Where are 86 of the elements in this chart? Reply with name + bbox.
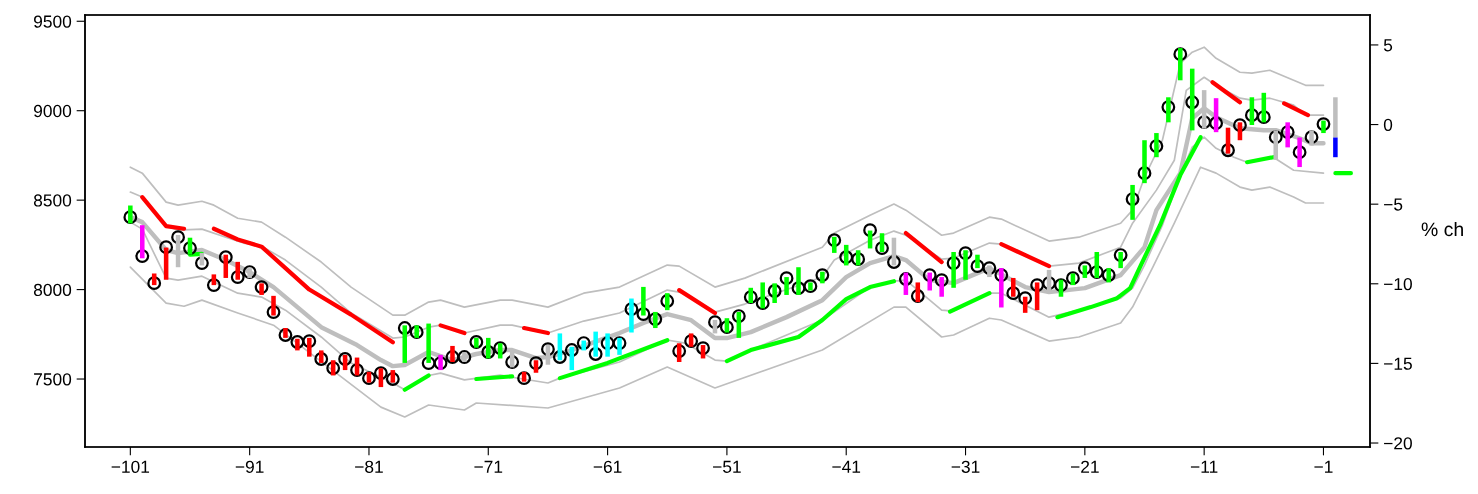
- bar: [128, 205, 133, 224]
- bar: [1333, 137, 1338, 158]
- bar: [653, 311, 658, 329]
- y2-tick-label: −10: [1384, 277, 1412, 291]
- bar: [295, 338, 300, 351]
- y-tick-label: 8000: [33, 283, 72, 297]
- bar: [1285, 122, 1290, 148]
- bar: [259, 283, 264, 295]
- bar: [688, 333, 694, 347]
- bar: [617, 337, 622, 355]
- bar: [1082, 265, 1088, 278]
- bar: [808, 282, 813, 291]
- bar: [450, 345, 455, 363]
- bar: [748, 287, 754, 303]
- bar: [999, 268, 1004, 308]
- y2-axis-title: % ch: [1421, 221, 1463, 237]
- bar: [975, 254, 980, 269]
- bar: [545, 345, 551, 365]
- bar: [151, 273, 157, 286]
- bar: [1321, 120, 1326, 134]
- y-tick-label: 9000: [34, 104, 72, 118]
- bar: [629, 298, 634, 333]
- bar: [1010, 277, 1016, 297]
- bar: [318, 350, 324, 363]
- bar: [1297, 137, 1302, 168]
- bar: [593, 331, 598, 357]
- bar: [939, 277, 944, 297]
- bar: [832, 236, 837, 253]
- bar: [605, 333, 610, 357]
- x-tick-label: −61: [593, 460, 622, 473]
- bar: [438, 354, 443, 371]
- bar: [1106, 268, 1111, 283]
- y2-tick-label: −15: [1384, 357, 1412, 370]
- y-tick-label: 9500: [34, 15, 72, 28]
- y2-tick-label: 0: [1383, 118, 1393, 132]
- bar: [1154, 133, 1159, 158]
- x-tick-label: −41: [832, 460, 861, 473]
- y-tick-label: 7500: [34, 373, 72, 386]
- bar: [1130, 184, 1135, 220]
- bar: [963, 250, 968, 280]
- bar: [927, 272, 932, 291]
- bar: [915, 282, 921, 303]
- bar: [724, 318, 730, 333]
- bar: [796, 267, 801, 295]
- bar: [211, 274, 217, 286]
- x-tick-label: −71: [474, 460, 503, 473]
- x-tick-label: −11: [1190, 460, 1218, 473]
- bar: [1118, 252, 1123, 269]
- x-tick-label: −21: [1070, 460, 1099, 473]
- bar: [533, 360, 539, 373]
- bar: [581, 340, 586, 351]
- x-tick-label: −91: [235, 460, 264, 473]
- y2-tick-label: −20: [1384, 437, 1412, 450]
- bar: [402, 325, 408, 363]
- bar: [772, 283, 777, 303]
- x-tick-label: −101: [111, 460, 150, 473]
- x-tick-label: −31: [951, 460, 980, 473]
- bar: [271, 295, 276, 316]
- bar: [1309, 130, 1314, 146]
- bar: [462, 352, 467, 363]
- bar: [1178, 48, 1183, 81]
- bar: [784, 277, 789, 295]
- line-series: [129, 46, 1325, 316]
- bar: [1142, 140, 1147, 184]
- y2-tick-label: 5: [1383, 39, 1393, 52]
- bar: [486, 337, 491, 359]
- bar: [1166, 97, 1171, 123]
- y-tick-label: 8500: [33, 194, 72, 207]
- bar: [426, 323, 431, 363]
- bar: [1070, 273, 1076, 286]
- x-tick-label: −51: [713, 460, 741, 473]
- y2-tick-label: −5: [1384, 198, 1403, 211]
- bar: [307, 337, 312, 357]
- line-series: [129, 166, 1325, 418]
- bar: [140, 225, 145, 259]
- bar: [820, 271, 825, 284]
- bar: [1333, 97, 1338, 138]
- bar: [390, 370, 396, 383]
- bar: [987, 265, 992, 278]
- bar: [641, 286, 646, 316]
- bar: [235, 261, 240, 280]
- x-tick-label: −81: [355, 460, 383, 473]
- bar: [760, 282, 765, 309]
- x-tick-label: −1: [1314, 460, 1333, 473]
- bar: [664, 293, 670, 311]
- bar: [951, 252, 956, 288]
